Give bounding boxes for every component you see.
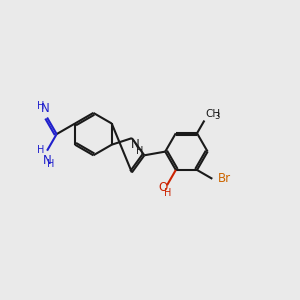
Text: CH: CH: [206, 109, 221, 119]
Text: Br: Br: [218, 172, 231, 185]
Text: O: O: [159, 181, 168, 194]
Text: N: N: [131, 138, 140, 151]
Text: H: H: [136, 146, 143, 155]
Text: N: N: [41, 102, 50, 115]
Text: H: H: [164, 188, 171, 198]
Text: N: N: [43, 154, 51, 167]
Text: H: H: [47, 159, 54, 169]
Text: H: H: [38, 101, 45, 111]
Text: H: H: [38, 145, 45, 155]
Text: 3: 3: [214, 112, 219, 121]
